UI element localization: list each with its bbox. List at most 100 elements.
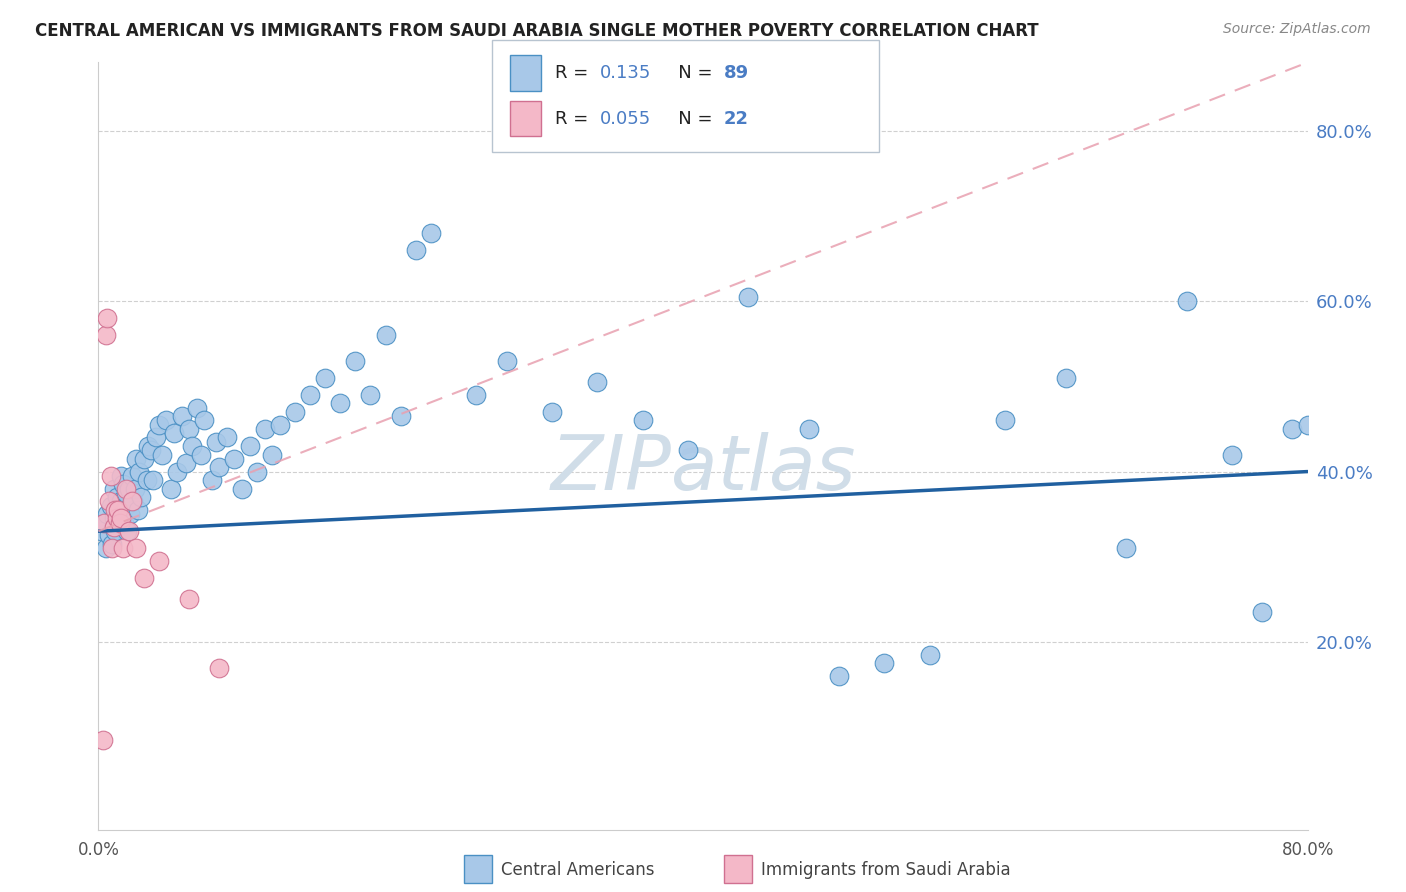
Central Americans [253,422,276,436]
Text: Immigrants from Saudi Arabia: Immigrants from Saudi Arabia [761,861,1011,879]
Central Americans [540,405,562,419]
Central Americans [1220,448,1243,462]
Central Americans [122,494,145,508]
Central Americans [1281,422,1303,436]
Central Americans [828,669,851,683]
Immigrants from Saudi Arabia [118,524,141,539]
Central Americans [201,473,224,487]
Text: N =: N = [661,64,718,82]
Central Americans [136,439,159,453]
Central Americans [873,657,896,671]
Central Americans [115,524,138,539]
Text: CENTRAL AMERICAN VS IMMIGRANTS FROM SAUDI ARABIA SINGLE MOTHER POVERTY CORRELATI: CENTRAL AMERICAN VS IMMIGRANTS FROM SAUD… [35,22,1039,40]
Immigrants from Saudi Arabia [125,541,148,556]
Central Americans [1296,417,1319,432]
Central Americans [104,524,127,539]
Central Americans [125,451,148,466]
Text: N =: N = [661,110,718,128]
Immigrants from Saudi Arabia [101,541,124,556]
Immigrants from Saudi Arabia [91,733,114,747]
Immigrants from Saudi Arabia [94,328,117,343]
Immigrants from Saudi Arabia [208,660,231,674]
Central Americans [100,499,122,513]
Text: 22: 22 [724,110,749,128]
Central Americans [676,443,699,458]
Immigrants from Saudi Arabia [108,516,131,530]
Central Americans [170,409,193,424]
Central Americans [269,417,291,432]
Central Americans [150,448,173,462]
Central Americans [111,477,134,491]
Central Americans [246,465,269,479]
Central Americans [148,417,170,432]
Central Americans [495,353,517,368]
Central Americans [124,482,146,496]
Immigrants from Saudi Arabia [121,494,143,508]
Immigrants from Saudi Arabia [179,592,201,607]
Central Americans [329,396,352,410]
Immigrants from Saudi Arabia [104,503,127,517]
Immigrants from Saudi Arabia [148,554,170,568]
Central Americans [420,226,443,240]
Central Americans [121,468,143,483]
Central Americans [98,528,121,542]
Immigrants from Saudi Arabia [96,311,118,326]
Central Americans [205,434,228,449]
Central Americans [190,448,212,462]
Central Americans [179,422,201,436]
Immigrants from Saudi Arabia [114,482,136,496]
Central Americans [94,541,117,556]
Central Americans [797,422,820,436]
Central Americans [110,494,132,508]
Central Americans [129,490,152,504]
Central Americans [105,490,128,504]
Central Americans [90,524,112,539]
Central Americans [141,443,163,458]
Central Americans [155,413,177,427]
Central Americans [1251,605,1274,619]
Immigrants from Saudi Arabia [93,516,115,530]
Central Americans [631,413,654,427]
Central Americans [360,388,382,402]
Central Americans [163,426,186,441]
Text: R =: R = [555,64,595,82]
Central Americans [314,371,336,385]
Central Americans [389,409,412,424]
Central Americans [405,243,427,257]
Immigrants from Saudi Arabia [132,571,155,585]
Central Americans [107,503,129,517]
Central Americans [103,511,125,525]
Immigrants from Saudi Arabia [103,520,125,534]
Text: ZIPatlas: ZIPatlas [550,432,856,506]
Immigrants from Saudi Arabia [105,511,128,525]
Central Americans [181,439,204,453]
Central Americans [231,482,253,496]
Central Americans [166,465,188,479]
Immigrants from Saudi Arabia [111,541,134,556]
Central Americans [114,499,136,513]
Text: 89: 89 [724,64,749,82]
Central Americans [174,456,197,470]
Text: R =: R = [555,110,595,128]
Central Americans [160,482,183,496]
Central Americans [284,405,307,419]
Central Americans [1115,541,1137,556]
Central Americans [224,451,246,466]
Central Americans [135,473,157,487]
Central Americans [1175,294,1198,309]
Central Americans [132,451,155,466]
Immigrants from Saudi Arabia [110,511,132,525]
Central Americans [1054,371,1077,385]
Central Americans [186,401,208,415]
Immigrants from Saudi Arabia [98,494,121,508]
Central Americans [127,503,149,517]
Central Americans [262,448,284,462]
Central Americans [111,507,134,521]
Central Americans [465,388,488,402]
Central Americans [112,516,135,530]
Central Americans [114,486,136,500]
Central Americans [299,388,322,402]
Central Americans [586,375,609,389]
Central Americans [93,516,115,530]
Central Americans [215,430,238,444]
